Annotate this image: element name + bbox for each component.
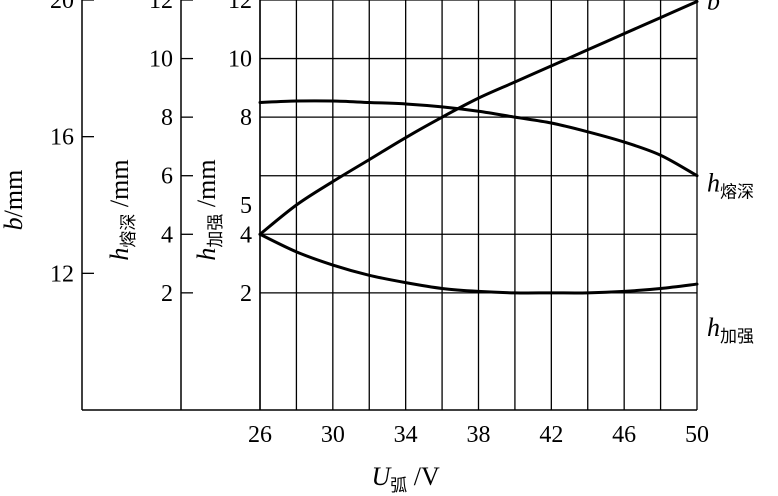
grid bbox=[259, 0, 698, 410]
series-line-2 bbox=[258, 99, 699, 178]
y-tick-label-h_rong: 2 bbox=[161, 281, 173, 307]
y-tick-label-b: 20 bbox=[50, 0, 74, 14]
y-tick-label-h_rong: 6 bbox=[161, 164, 173, 190]
y-tick-label-h_rong: 8 bbox=[161, 105, 173, 131]
y-tick-label-h_rong: 10 bbox=[149, 47, 173, 73]
series-end-label-2: h熔深 bbox=[707, 169, 754, 202]
series-lines bbox=[258, 0, 699, 295]
y-tick-label-h_jia: 2 bbox=[240, 281, 252, 307]
y-tick-label-h_rong: 12 bbox=[149, 0, 173, 14]
x-tick-label: 38 bbox=[467, 422, 491, 448]
y-tick-label-h_jia: 12 bbox=[228, 0, 252, 14]
x-tick-label: 34 bbox=[394, 422, 418, 448]
y-tick-label-b: 12 bbox=[50, 261, 74, 287]
x-tick-label: 30 bbox=[321, 422, 345, 448]
y-tick-label-h_jia: 5 bbox=[240, 193, 252, 219]
x-axis-label: U弧 /V bbox=[372, 462, 441, 495]
x-tick-label: 50 bbox=[685, 422, 709, 448]
x-tick-label: 42 bbox=[539, 422, 563, 448]
y-tick-label-h_jia: 4 bbox=[240, 222, 252, 248]
axes bbox=[81, 0, 697, 411]
x-tick-label: 26 bbox=[248, 422, 272, 448]
y-axis-label-h_jia: h加强 /mm bbox=[192, 159, 225, 260]
x-tick-label: 46 bbox=[612, 422, 636, 448]
series-end-label-1: b bbox=[707, 0, 720, 15]
y-tick-label-h_rong: 4 bbox=[161, 222, 173, 248]
series-line-1 bbox=[258, 0, 699, 236]
y-tick-label-h_jia: 10 bbox=[228, 47, 252, 73]
series-end-label-3: h加强 bbox=[707, 313, 754, 346]
y-axis-label-b: b/mm bbox=[0, 170, 28, 231]
series-line-3 bbox=[258, 232, 699, 295]
y-axis-label-h_rong: h熔深 /mm bbox=[105, 159, 138, 260]
y-tick-label-h_jia: 8 bbox=[240, 105, 252, 131]
y-tick-label-b: 16 bbox=[50, 125, 74, 151]
